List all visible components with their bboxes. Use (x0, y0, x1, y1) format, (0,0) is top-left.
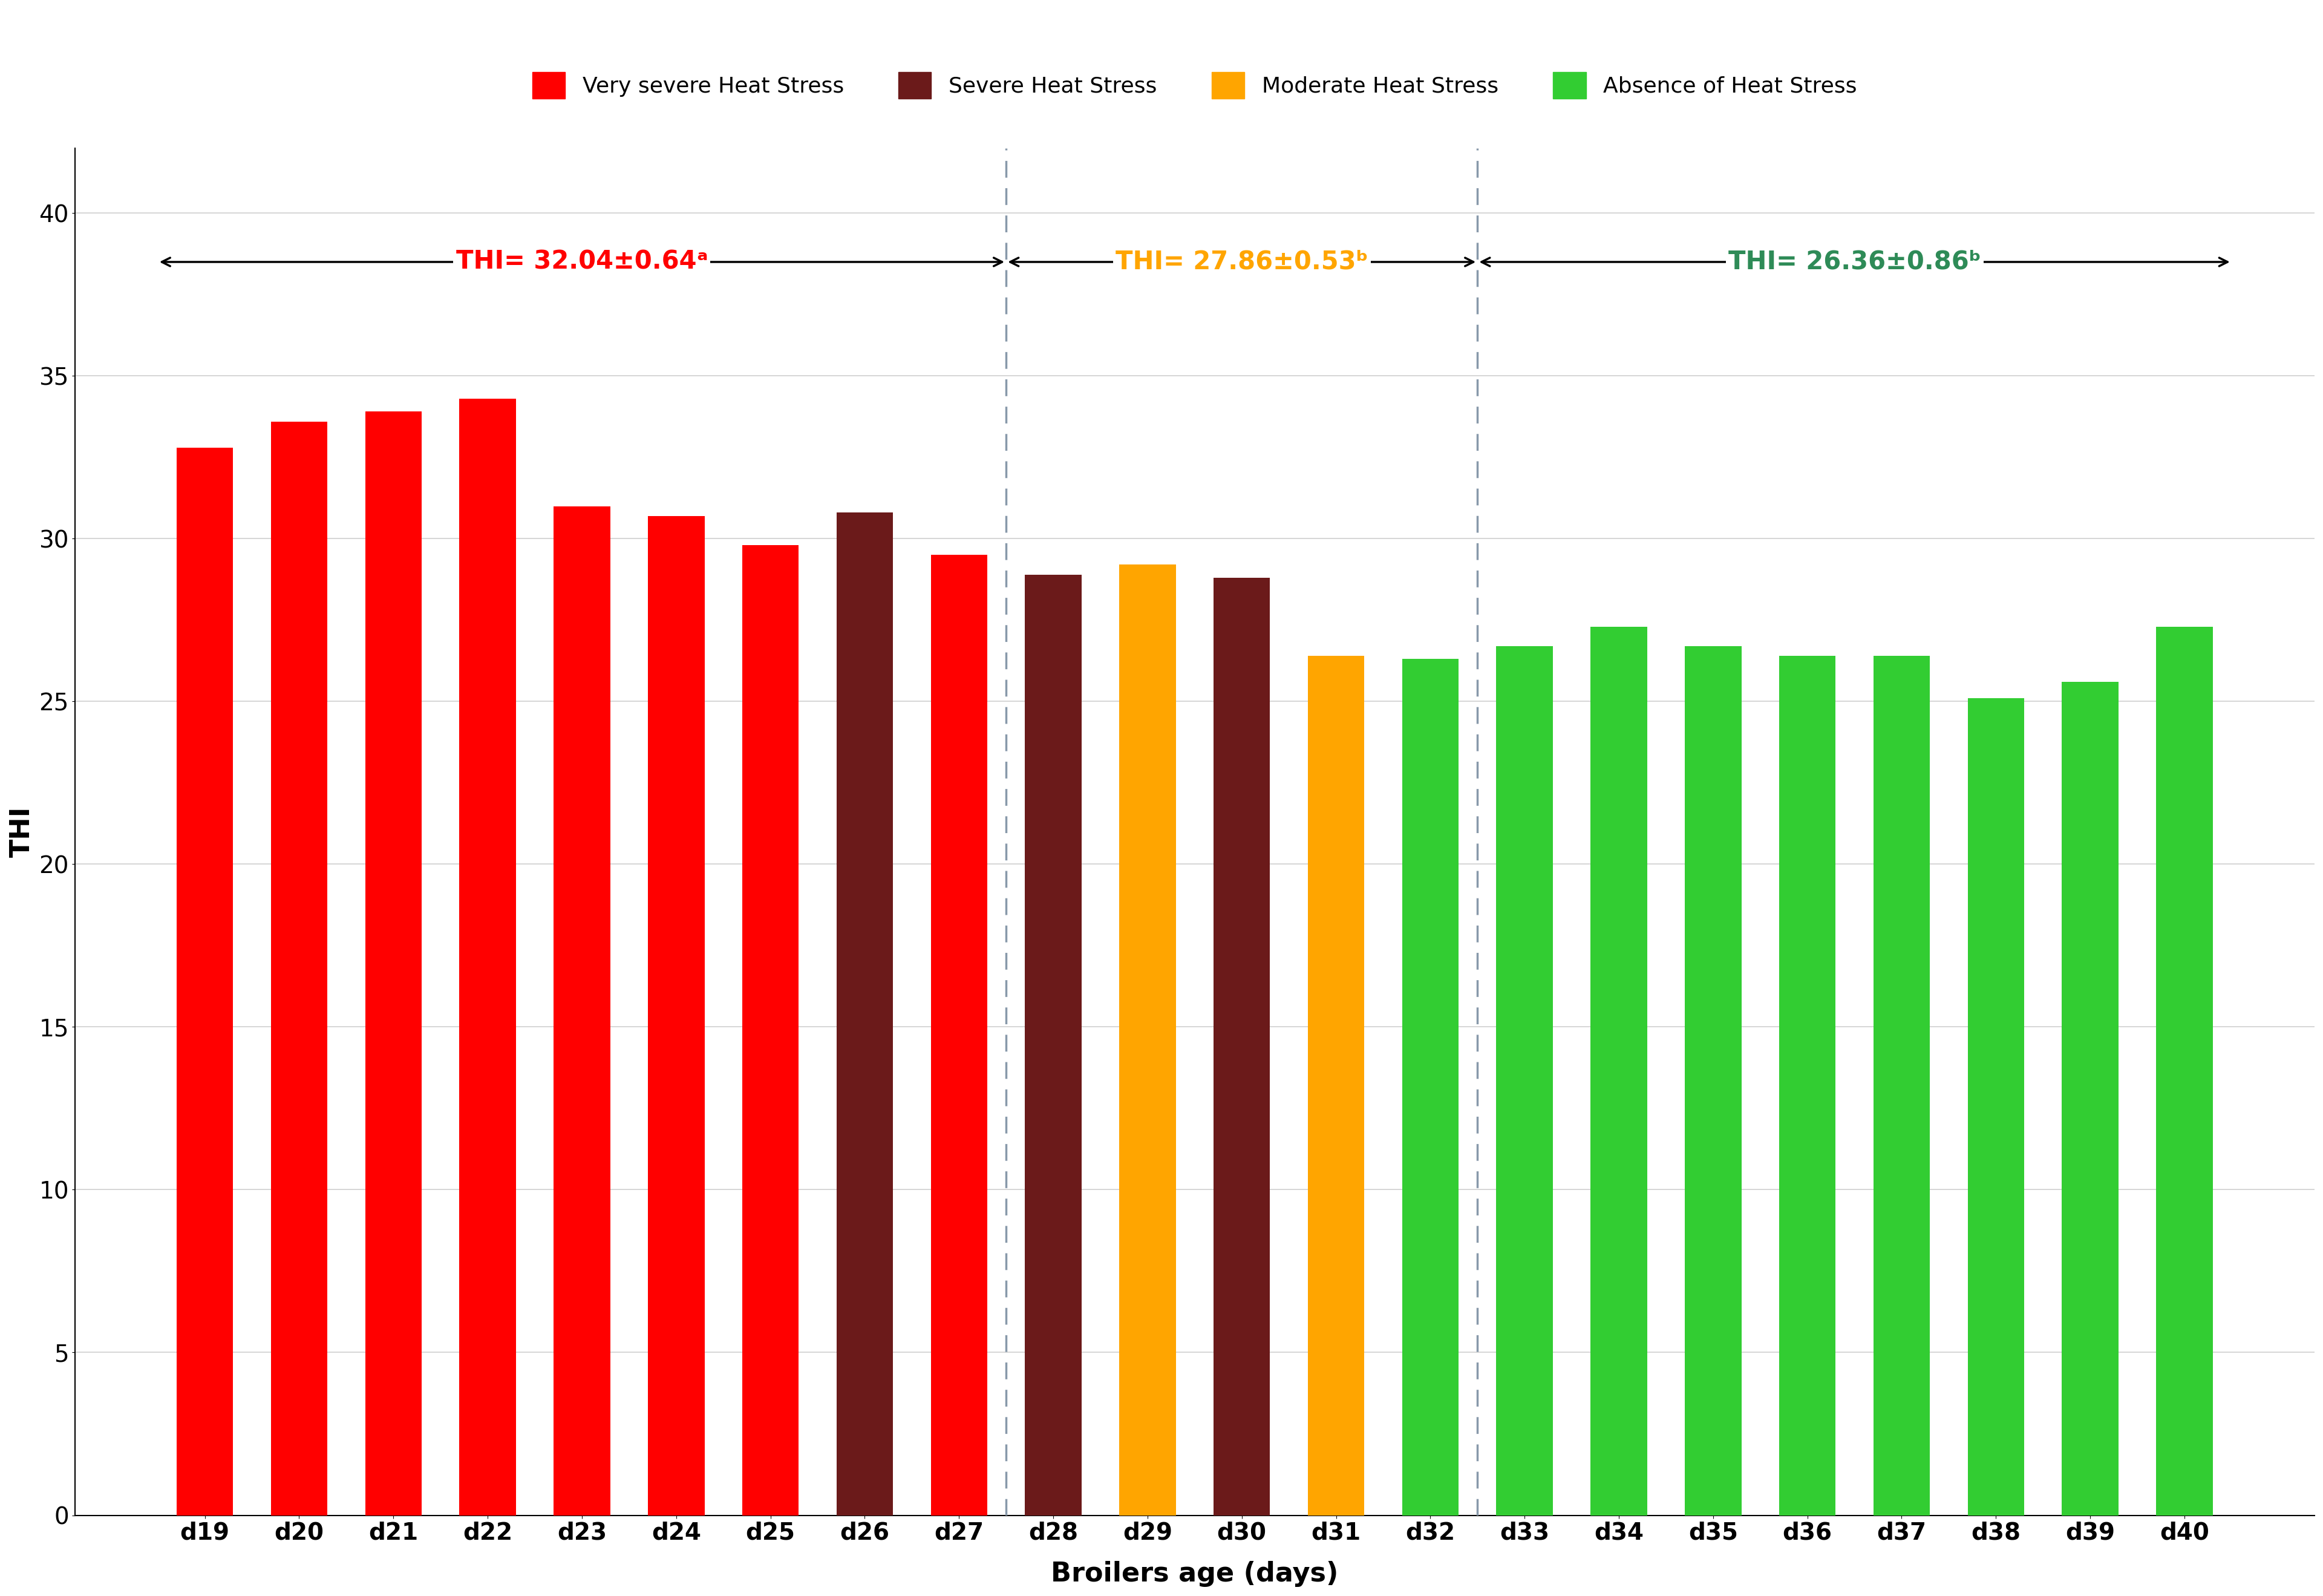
Bar (1684, 646, 1740, 1515)
Bar (1213, 578, 1271, 1515)
Text: THI= 26.36±0.86ᵇ: THI= 26.36±0.86ᵇ (1728, 249, 1982, 275)
Text: THI= 32.04±0.64ᵃ: THI= 32.04±0.64ᵃ (455, 249, 709, 275)
Bar (177, 447, 232, 1515)
Y-axis label: THI: THI (9, 806, 35, 857)
Bar (1779, 656, 1835, 1515)
Bar (741, 546, 799, 1515)
Bar (2061, 681, 2119, 1515)
Bar (1024, 575, 1080, 1515)
Bar (365, 412, 420, 1515)
Bar (1591, 627, 1647, 1515)
Bar (1872, 656, 1930, 1515)
Legend: Very severe Heat Stress, Severe Heat Stress, Moderate Heat Stress, Absence of He: Very severe Heat Stress, Severe Heat Str… (523, 64, 1865, 107)
Bar (1496, 646, 1552, 1515)
Bar (272, 421, 328, 1515)
Bar (2156, 627, 2211, 1515)
Bar (648, 516, 704, 1515)
Bar (1401, 659, 1459, 1515)
Bar (1968, 697, 2023, 1515)
X-axis label: Broilers age (days): Broilers age (days) (1050, 1561, 1338, 1586)
Bar (836, 512, 892, 1515)
Text: THI= 27.86±0.53ᵇ: THI= 27.86±0.53ᵇ (1115, 249, 1368, 275)
Bar (460, 399, 516, 1515)
Bar (932, 555, 987, 1515)
Bar (1308, 656, 1364, 1515)
Bar (1120, 565, 1175, 1515)
Bar (553, 506, 611, 1515)
